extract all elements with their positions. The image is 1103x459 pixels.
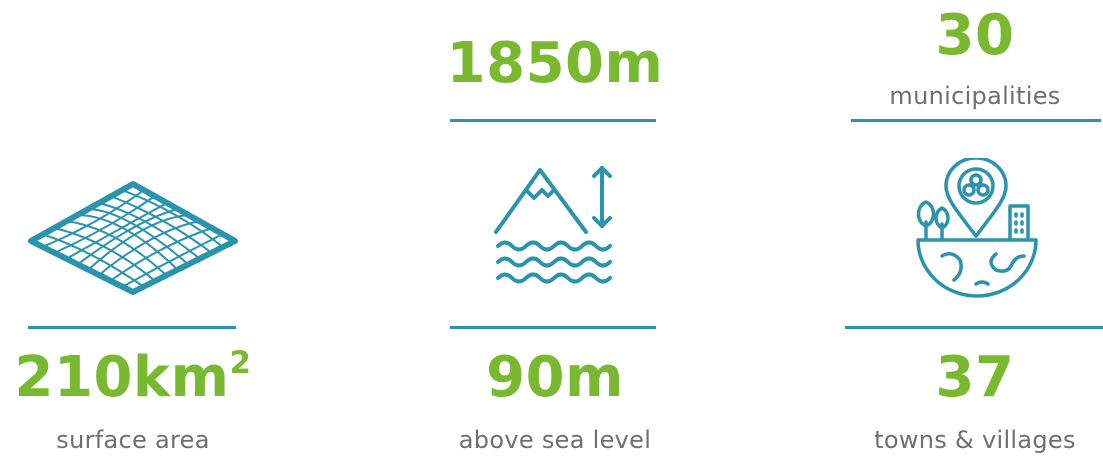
elevation-max-value: 1850m (446, 31, 664, 96)
mountain-altitude-icon (490, 160, 620, 288)
elevation-bottom-divider (450, 326, 656, 329)
elevation-top-divider (450, 119, 656, 122)
surface-value: 210km2 (0, 348, 266, 406)
towns-value: 37 (935, 345, 1015, 410)
terrain-grid-icon (26, 180, 240, 296)
surface-label: surface area (56, 426, 210, 454)
surface-divider (28, 326, 236, 329)
elevation-min-value: 90m (486, 345, 624, 410)
towns-label: towns & villages (874, 426, 1076, 454)
municipalities-divider (851, 119, 1101, 122)
elevation-min-label: above sea level (458, 426, 652, 454)
location-globe-icon (912, 156, 1042, 298)
surface-value-number: 210km (14, 345, 230, 410)
surface-value-superscript: 2 (229, 345, 252, 382)
towns-divider (845, 326, 1103, 329)
municipalities-label: municipalities (889, 82, 1061, 110)
municipalities-value: 30 (935, 3, 1015, 68)
